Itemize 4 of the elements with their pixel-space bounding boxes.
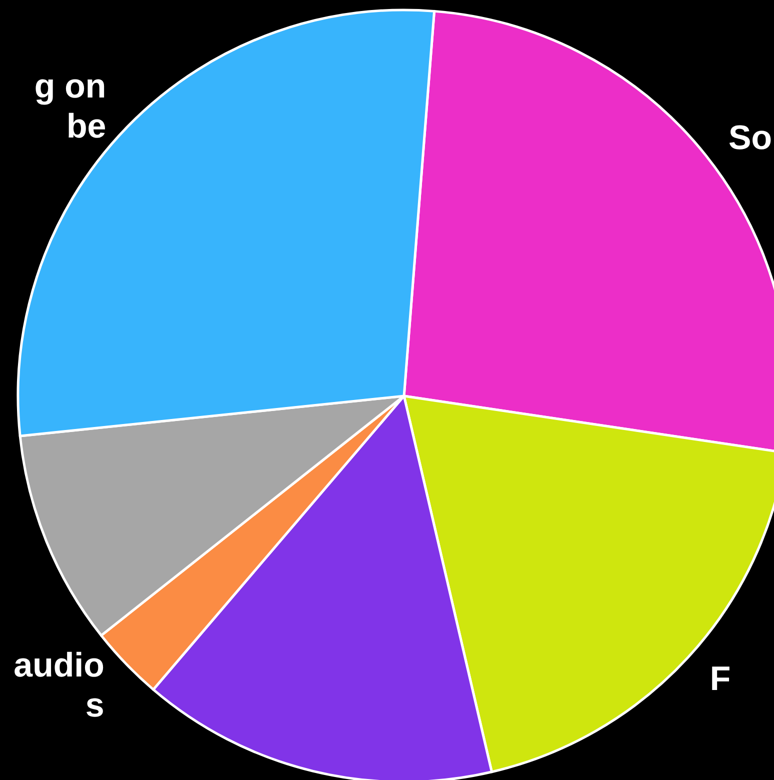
slice-label: g on be [34, 68, 106, 146]
slice-label: F [710, 660, 731, 698]
slice-label: So [728, 118, 772, 157]
slice-label: audio s [14, 646, 104, 725]
